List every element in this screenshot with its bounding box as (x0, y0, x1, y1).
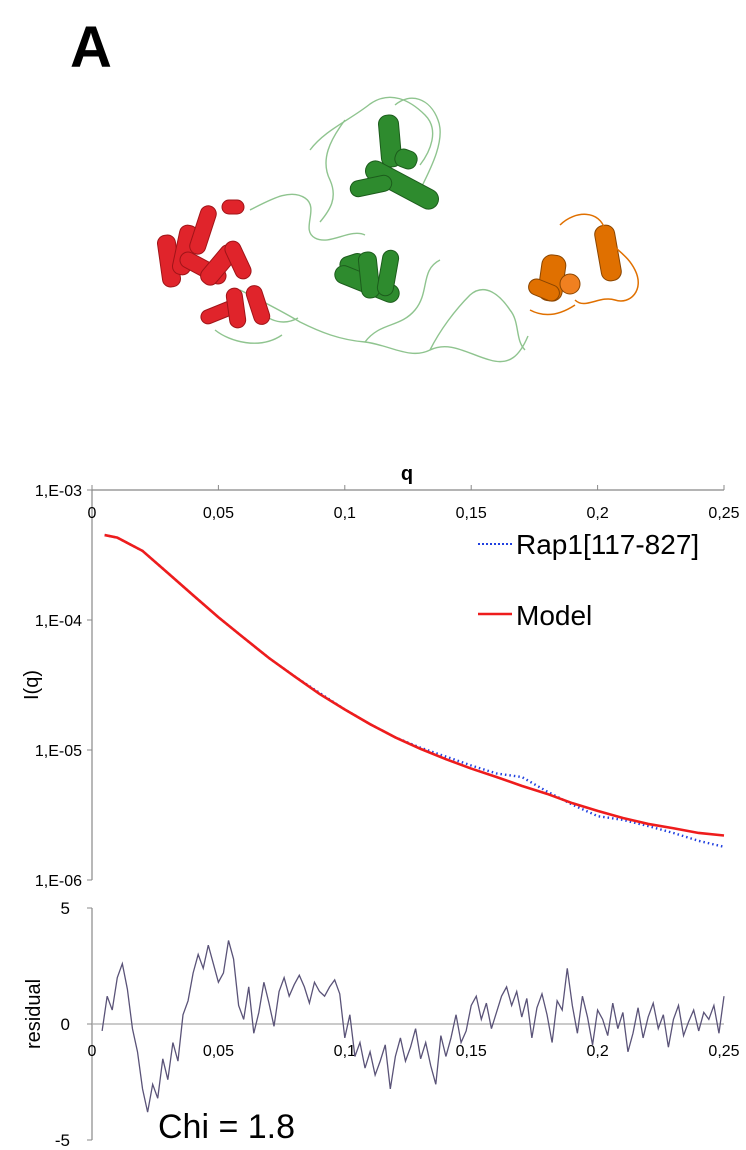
panel-label: A (70, 15, 112, 80)
saxs-axes (91, 489, 724, 880)
residual-x-tick-label: 0,1 (334, 1043, 356, 1060)
legend-data-label: Rap1[117-827] (516, 529, 699, 560)
legend: Rap1[117-827] Model (478, 529, 699, 631)
series-model-line (104, 533, 725, 837)
x-tick-label: 0,15 (456, 505, 487, 522)
y-tick-label: 1,E-06 (35, 873, 82, 890)
y-tick-label: 1,E-04 (35, 613, 82, 630)
residual-line (101, 940, 725, 1113)
x-axis-label: q (401, 463, 413, 485)
residual-y-tick-label: -5 (55, 1131, 70, 1150)
green-domain-helices (334, 114, 439, 303)
x-tick-label: 0,2 (586, 505, 608, 522)
legend-model-label: Model (516, 600, 592, 631)
orange-domain-helices (528, 224, 622, 302)
orange-domain-loops (529, 213, 639, 316)
x-tick-label: 0,1 (334, 505, 356, 522)
residual-x-tick-label: 0 (88, 1043, 97, 1060)
x-tick-label: 0 (88, 505, 97, 522)
red-domain-helices (157, 199, 271, 329)
residual-x-tick-label: 0,05 (203, 1043, 234, 1060)
residual-y-tick-label: 5 (61, 899, 70, 918)
residual-y-tick-label: 0 (61, 1015, 70, 1034)
x-tick-label: 0,25 (708, 505, 739, 522)
y-tick-label: 1,E-05 (35, 743, 82, 760)
y-axis-label: I(q) (21, 670, 43, 700)
residual-x-tick-label: 0,25 (708, 1043, 739, 1060)
residual-chart: 0 0,05 0,1 0,15 0,2 0,25 5 0 -5 residual Chi = … (23, 899, 740, 1150)
residual-y-axis-label: residual (23, 979, 45, 1049)
x-tick-label: 0,05 (203, 505, 234, 522)
residual-axes (91, 908, 724, 1140)
protein-structure-image (157, 96, 639, 363)
saxs-chart: q 0 0,05 0,1 0,15 0,2 0,25 1,E-03 1,E-04 1,E-05… (21, 463, 740, 890)
y-tick-label: 1,E-03 (35, 483, 82, 500)
residual-x-tick-label: 0,2 (586, 1043, 608, 1060)
chi-annotation: Chi = 1.8 (158, 1108, 295, 1146)
residual-x-tick-label: 0,15 (456, 1043, 487, 1060)
series-rap1-data (104, 533, 725, 848)
